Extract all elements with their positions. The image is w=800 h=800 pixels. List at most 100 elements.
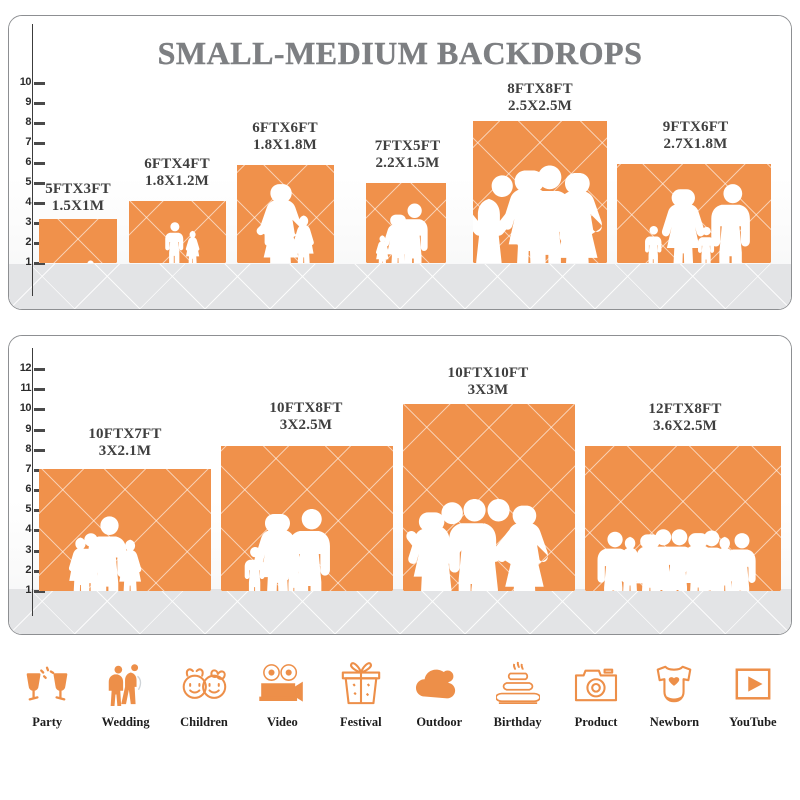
y-axis-tick-label: 8	[25, 116, 31, 128]
bar-size-label: 5FTX3FT 1.5X1M	[29, 181, 127, 215]
bar-size-label: 9FTX6FT 2.7X1.8M	[624, 119, 767, 153]
people-silhouettes	[617, 164, 771, 263]
backdrop-size-bar[interactable]	[617, 164, 771, 263]
category-label: YouTube	[729, 715, 777, 729]
category-item-wedding[interactable]: Wedding	[86, 655, 164, 755]
category-item-outdoor[interactable]: Outdoor	[400, 655, 478, 755]
chart-panel-large: 1 2 3 4 5 6 7 8 9 10 11 12 10FTX7FT 3X2.1M 10FTX8FT 3X…	[8, 335, 792, 635]
bar-size-label-meters: 3X2.5M	[279, 417, 333, 433]
plot-area-1: 1 2 3 4 5 6 7 8 9 10 5FTX3FT 1.5X1M 6FTX4FT 1.8X1.2M…	[9, 16, 791, 309]
bar-size-label-meters: 3X3M	[467, 382, 509, 398]
category-item-festival[interactable]: Festival	[322, 655, 400, 755]
birthday-cake-icon	[489, 655, 547, 713]
page-title: SMALL-MEDIUM BACKDROPS	[157, 35, 643, 71]
category-label: Children	[180, 715, 228, 729]
y-axis-tick-mark	[34, 142, 45, 145]
bar-size-label: 7FTX5FT 2.2X1.5M	[358, 138, 457, 172]
y-axis-tick-label: 12	[19, 362, 32, 374]
y-axis-tick-label: 3	[25, 216, 31, 228]
people-silhouettes	[39, 219, 117, 263]
people-silhouettes	[473, 121, 607, 263]
bar-size-label-feet: 12FTX8FT	[648, 401, 722, 417]
category-label: Video	[267, 715, 298, 729]
category-item-newborn[interactable]: Newborn	[635, 655, 713, 755]
y-axis-tick-mark	[34, 162, 45, 165]
bar-size-label-meters: 2.2X1.5M	[375, 155, 440, 171]
y-axis-tick-mark	[34, 590, 45, 593]
people-silhouettes	[221, 446, 393, 591]
bar-size-label: 10FTX10FT 3X3M	[405, 365, 571, 399]
floor-band-1	[9, 264, 791, 309]
category-item-video[interactable]: Video	[243, 655, 321, 755]
category-item-children[interactable]: Children	[165, 655, 243, 755]
category-item-product[interactable]: Product	[557, 655, 635, 755]
backdrop-size-bar[interactable]	[366, 183, 446, 263]
category-item-youtube[interactable]: YouTube	[714, 655, 792, 755]
y-axis-tick-label: 6	[25, 156, 31, 168]
backdrop-size-bar[interactable]	[39, 469, 211, 591]
bar-size-label-meters: 1.8X1.8M	[252, 137, 318, 153]
y-axis-tick-label: 2	[25, 563, 31, 576]
y-axis-tick-mark	[34, 202, 45, 205]
bar-size-label-feet: 8FTX8FT	[507, 81, 573, 97]
baby-onesie-icon	[645, 655, 703, 713]
y-axis-line-1	[32, 24, 33, 296]
cloud-sun-icon	[410, 655, 468, 713]
y-axis-tick-label: 3	[25, 543, 31, 556]
y-axis-tick-label: 5	[25, 176, 31, 188]
champagne-glasses-icon	[18, 655, 76, 713]
category-label: Newborn	[649, 715, 700, 729]
bar-size-label-meters: 1.8X1.2M	[144, 173, 210, 189]
category-label: Wedding	[101, 715, 150, 729]
y-axis-tick-label: 11	[20, 382, 31, 395]
people-silhouettes	[366, 183, 446, 263]
bar-size-label: 6FTX4FT 1.8X1.2M	[122, 156, 232, 190]
y-axis-line-2	[32, 348, 33, 616]
bar-size-label: 10FTX8FT 3X2.5M	[223, 400, 389, 434]
two-faces-icon	[175, 655, 233, 713]
bar-size-label-meters: 1.5X1M	[51, 198, 105, 214]
backdrop-size-bar[interactable]	[403, 404, 575, 591]
plot-area-2: 1 2 3 4 5 6 7 8 9 10 11 12 10FTX7FT 3X2.1M 10FTX8FT 3X…	[9, 336, 791, 634]
bar-size-label-feet: 10FTX8FT	[269, 400, 343, 416]
category-label: Product	[574, 715, 618, 729]
y-axis-tick-label: 2	[25, 236, 31, 248]
gift-box-icon	[332, 655, 390, 713]
bar-size-label: 12FTX8FT 3.6X2.5M	[595, 401, 775, 435]
camera-icon	[567, 655, 625, 713]
category-label: Party	[32, 715, 63, 729]
bar-size-label-feet: 9FTX6FT	[662, 119, 729, 135]
bar-size-label-meters: 2.5X2.5M	[507, 98, 573, 114]
backdrop-size-bar[interactable]	[129, 201, 226, 263]
y-axis-tick-label: 4	[25, 196, 31, 208]
backdrop-size-bar[interactable]	[473, 121, 607, 263]
y-axis-tick-label: 8	[25, 442, 31, 455]
y-axis-tick-label: 7	[25, 462, 31, 475]
y-axis-tick-label: 4	[25, 523, 31, 536]
category-item-birthday[interactable]: Birthday	[478, 655, 556, 755]
backdrop-size-bar[interactable]	[585, 446, 781, 591]
y-axis-tick-mark	[34, 408, 45, 412]
backdrop-size-bar[interactable]	[237, 165, 334, 263]
y-axis-tick-label: 10	[19, 76, 32, 88]
people-silhouettes	[237, 165, 334, 263]
y-axis-tick-mark	[34, 368, 45, 371]
y-axis-tick-label: 1	[25, 256, 31, 268]
backdrop-size-bar[interactable]	[39, 219, 117, 263]
category-label: Birthday	[493, 715, 542, 729]
y-axis-tick-mark	[34, 262, 45, 265]
bar-size-label-feet: 6FTX6FT	[252, 120, 318, 136]
y-axis-tick-label: 9	[25, 422, 31, 435]
category-item-party[interactable]: Party	[8, 655, 86, 755]
bar-size-label: 10FTX7FT 3X2.1M	[42, 426, 208, 460]
people-silhouettes	[129, 201, 226, 263]
bar-size-label-meters: 3.6X2.5M	[652, 418, 718, 434]
backdrop-size-bar[interactable]	[221, 446, 393, 591]
movie-camera-icon	[253, 655, 311, 713]
y-axis-tick-mark	[34, 82, 45, 85]
people-silhouettes	[403, 404, 575, 591]
y-axis-tick-mark	[34, 102, 45, 105]
bar-size-label-feet: 5FTX3FT	[45, 181, 111, 197]
people-silhouettes	[585, 446, 781, 591]
